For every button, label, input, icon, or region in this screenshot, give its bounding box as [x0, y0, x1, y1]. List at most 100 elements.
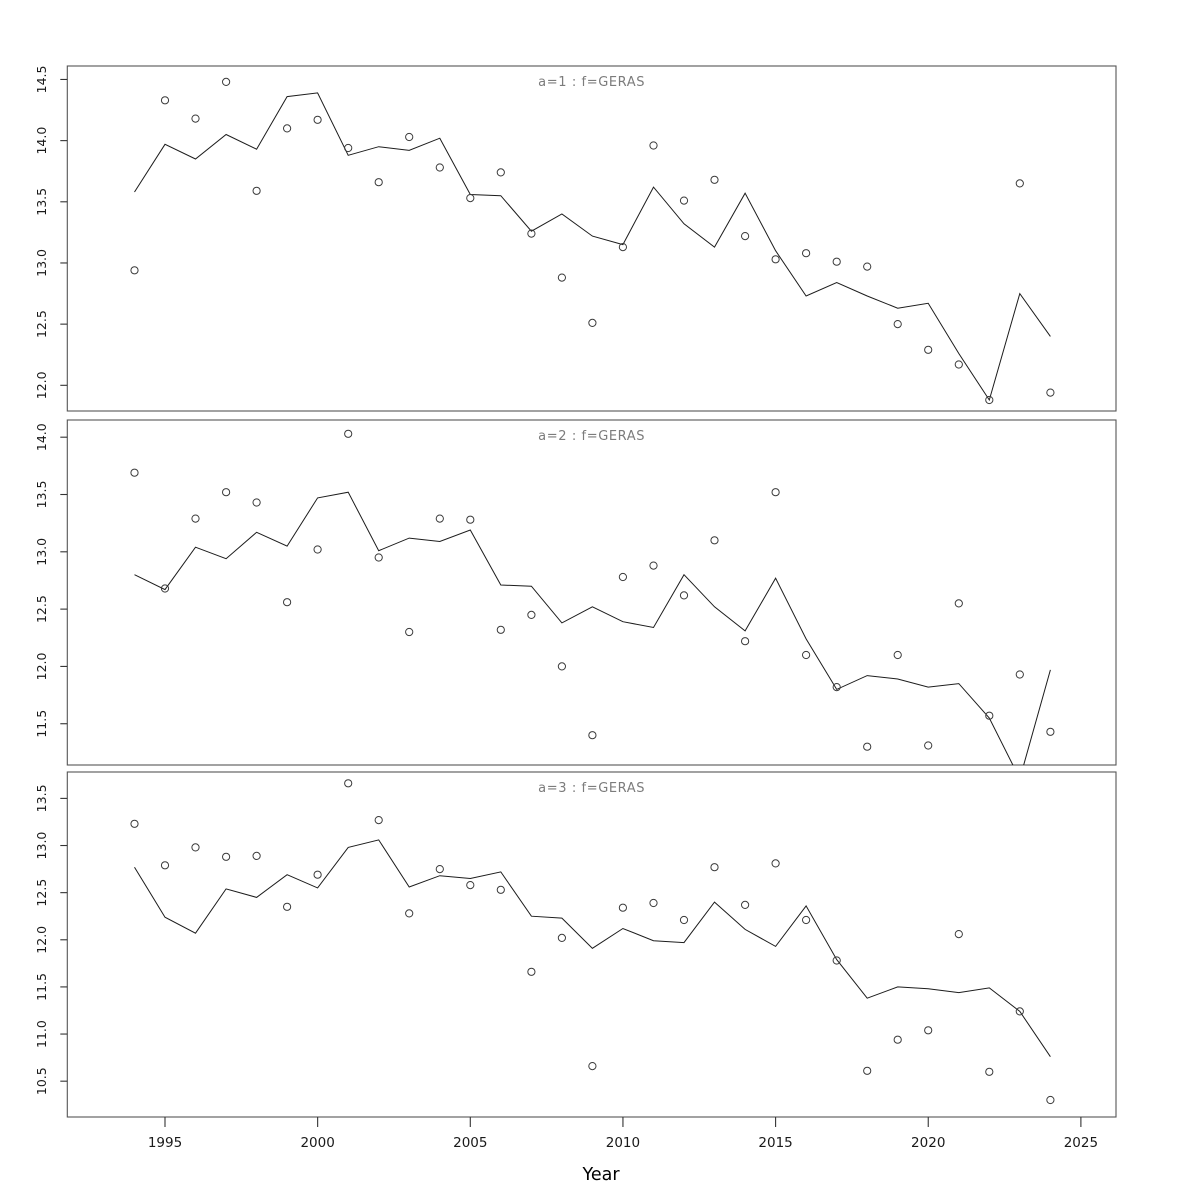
points-group — [130, 779, 1055, 1105]
data-point — [405, 132, 414, 142]
data-point — [344, 429, 353, 438]
data-point — [130, 819, 139, 828]
y-axis-tick-label: 14.0 — [34, 423, 49, 451]
data-point — [771, 255, 780, 264]
x-axis-tick-label: 2015 — [758, 1135, 792, 1151]
data-point — [435, 514, 444, 523]
data-point — [924, 1026, 933, 1035]
data-point — [832, 683, 841, 692]
data-point — [191, 114, 200, 123]
data-point — [252, 851, 261, 861]
y-axis-tick-label: 13.0 — [34, 538, 49, 566]
data-point — [557, 662, 567, 671]
data-point — [527, 229, 536, 238]
data-point — [252, 186, 261, 195]
data-point — [771, 859, 780, 868]
data-point — [679, 196, 689, 205]
data-point — [618, 572, 628, 582]
data-point — [496, 625, 505, 634]
y-axis-tick-label: 13.5 — [34, 784, 49, 812]
y-axis-tick-label: 11.0 — [34, 1020, 49, 1048]
data-point — [588, 1062, 597, 1071]
data-point — [160, 861, 170, 870]
data-point — [954, 360, 963, 369]
data-point — [466, 881, 475, 890]
panel-border — [66, 65, 1117, 412]
y-axis-tick-label: 12.5 — [34, 595, 49, 623]
data-point — [1015, 1007, 1024, 1016]
x-axis-tick-label: 2025 — [1064, 1135, 1098, 1151]
data-point — [527, 967, 536, 976]
y-axis-tick-label: 12.5 — [34, 310, 49, 338]
data-point — [863, 742, 872, 751]
data-point — [649, 141, 658, 150]
x-axis-tick-label: 2005 — [453, 1135, 487, 1151]
fit-line — [134, 92, 1051, 402]
data-point — [802, 249, 811, 258]
data-point — [1015, 179, 1024, 188]
points-group — [130, 77, 1055, 405]
data-point — [130, 266, 139, 275]
panel-title: a=1 : f=GERAS — [538, 75, 645, 90]
data-point — [160, 584, 170, 593]
data-point — [679, 915, 689, 925]
data-point — [344, 779, 353, 788]
panel-title: a=3 : f=GERAS — [538, 781, 645, 796]
data-point — [832, 257, 841, 266]
data-point — [130, 468, 139, 477]
y-axis-tick-label: 11.5 — [34, 973, 49, 1001]
x-axis-tick-label: 2020 — [911, 1135, 945, 1151]
panel-border — [66, 419, 1117, 766]
data-point — [344, 143, 353, 153]
data-point — [222, 77, 231, 87]
data-point — [252, 498, 261, 507]
data-point — [741, 637, 750, 646]
data-point — [588, 731, 597, 740]
data-point — [283, 598, 292, 607]
data-point — [893, 320, 902, 329]
data-point — [374, 178, 383, 187]
x-axis-tick-label: 1995 — [148, 1135, 182, 1151]
data-point — [802, 915, 811, 925]
data-point — [863, 1066, 872, 1075]
fit-line — [134, 491, 1051, 765]
data-point — [588, 318, 597, 327]
data-point — [863, 262, 872, 271]
y-axis-tick-label: 14.5 — [34, 66, 49, 94]
data-point — [527, 610, 536, 620]
panel-a1: 12.0 12.5 13.0 13.5 14.0 14.5 a=1 : f=GERAS — [34, 65, 1117, 412]
data-point — [1046, 388, 1055, 397]
data-point — [802, 650, 811, 660]
y-axis-tick-label: 14.0 — [34, 127, 49, 155]
panel-title: a=2 : f=GERAS — [538, 429, 645, 444]
x-axis: 1995 2000 2005 2010 2015 2020 2025 Year — [148, 1117, 1098, 1185]
data-point — [557, 273, 567, 282]
y-axis-tick-label: 13.0 — [34, 249, 49, 277]
data-point — [985, 1067, 994, 1076]
panel-a2: 11.5 12.0 12.5 13.0 13.5 14.0 a=2 : f=GERAS — [34, 419, 1117, 766]
data-point — [405, 627, 414, 637]
data-point — [160, 96, 170, 105]
data-point — [893, 1035, 902, 1044]
y-axis-tick-label: 12.0 — [34, 926, 49, 954]
panel-a3: 10.5 11.0 11.5 12.0 12.5 13.0 13.5 a=3 : f=GERA… — [34, 771, 1117, 1118]
y-axis-tick-label: 11.5 — [34, 710, 49, 738]
data-point — [496, 168, 505, 177]
data-point — [618, 903, 628, 912]
x-axis-tick-label: 2010 — [606, 1135, 640, 1151]
data-point — [649, 898, 658, 908]
fit-line — [134, 839, 1051, 1057]
data-point — [313, 115, 322, 124]
data-point — [1046, 727, 1055, 736]
data-point — [435, 865, 444, 874]
data-point — [466, 194, 475, 203]
data-point — [771, 488, 780, 497]
data-point — [496, 885, 505, 894]
data-point — [466, 515, 475, 524]
x-axis-title: Year — [581, 1165, 620, 1185]
data-point — [924, 345, 933, 354]
data-point — [710, 863, 719, 872]
data-point — [924, 741, 933, 750]
